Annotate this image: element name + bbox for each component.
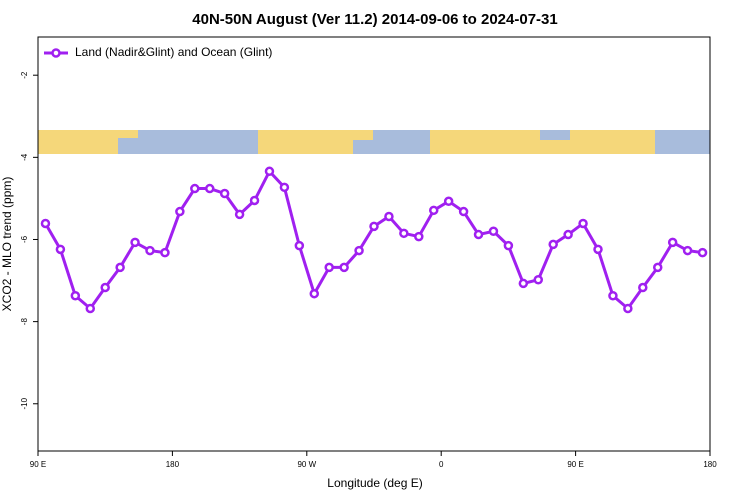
point xyxy=(369,221,379,232)
point xyxy=(190,183,200,194)
y-tick-label: -8 xyxy=(20,318,29,326)
x-tick-label: 180 xyxy=(703,460,717,469)
point xyxy=(85,303,96,314)
y-tick-label: -2 xyxy=(20,71,29,79)
point xyxy=(339,262,349,273)
point xyxy=(70,291,81,301)
x-tick-label: 0 xyxy=(439,460,444,469)
point xyxy=(443,196,454,207)
map-strip xyxy=(38,130,710,154)
point xyxy=(533,274,544,285)
point xyxy=(488,226,499,237)
point xyxy=(279,182,290,193)
point xyxy=(309,288,320,299)
point xyxy=(160,247,170,258)
series-line xyxy=(44,168,703,311)
point xyxy=(652,262,663,273)
point xyxy=(428,205,439,216)
legend-marker xyxy=(51,48,61,58)
chart-title: 40N-50N August (Ver 11.2) 2014-09-06 to … xyxy=(192,11,557,28)
point xyxy=(145,245,155,256)
point xyxy=(399,228,409,239)
point xyxy=(234,209,245,220)
point xyxy=(40,218,51,229)
point xyxy=(682,245,693,256)
point xyxy=(324,262,334,273)
point xyxy=(458,206,469,217)
y-tick-label: -6 xyxy=(20,235,29,243)
y-tick-label: -10 xyxy=(20,397,29,409)
legend-label: Land (Nadir&Glint) and Ocean (Glint) xyxy=(75,45,272,59)
point xyxy=(354,245,364,256)
y-axis-label: XCO2 - MLO trend (ppm) xyxy=(0,177,14,312)
point xyxy=(204,183,215,194)
point xyxy=(100,282,110,293)
point xyxy=(638,282,648,293)
point xyxy=(294,240,305,251)
point xyxy=(623,303,633,314)
x-tick-label: 90 E xyxy=(30,460,46,469)
point xyxy=(697,247,708,258)
x-tick-label: 90 W xyxy=(297,460,316,469)
point xyxy=(384,211,394,222)
point xyxy=(130,237,140,248)
point xyxy=(414,231,424,242)
x-tick-label: 90 E xyxy=(567,460,583,469)
y-tick-label: -4 xyxy=(20,153,29,161)
point xyxy=(548,239,558,250)
point xyxy=(608,291,618,301)
x-tick-label: 180 xyxy=(166,460,180,469)
point xyxy=(578,218,588,229)
point xyxy=(175,206,185,217)
point xyxy=(219,188,230,199)
x-axis-label: Longitude (deg E) xyxy=(327,476,422,490)
point xyxy=(249,195,260,206)
point xyxy=(55,244,66,255)
plot-frame xyxy=(37,36,711,452)
point xyxy=(264,166,275,177)
point xyxy=(115,262,125,273)
point xyxy=(563,229,573,240)
point xyxy=(667,237,678,248)
point xyxy=(593,244,603,255)
point xyxy=(473,229,484,240)
point xyxy=(503,240,514,251)
point xyxy=(518,278,529,289)
